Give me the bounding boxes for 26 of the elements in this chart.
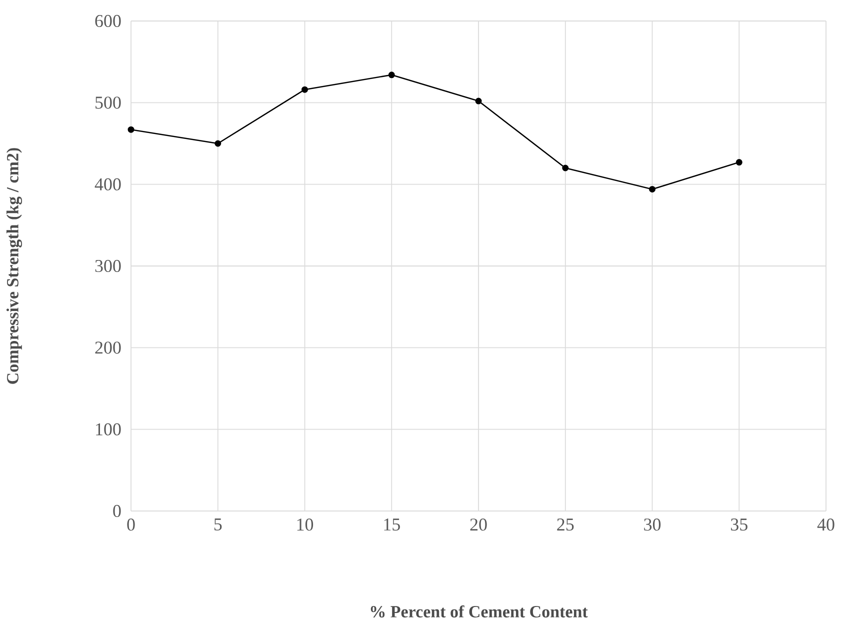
x-axis-title: % Percent of Cement Content xyxy=(370,605,588,618)
x-tick-label: 35 xyxy=(730,518,748,531)
point xyxy=(128,126,134,133)
y-tick-label: 600 xyxy=(95,14,121,28)
x-tick-label: 25 xyxy=(557,518,574,531)
x-tick-label: 0 xyxy=(127,518,135,531)
point xyxy=(736,159,742,166)
x-tick-label: 15 xyxy=(384,518,400,531)
point xyxy=(302,86,308,93)
y-tick-label: 100 xyxy=(96,423,121,436)
y-tick-label: 400 xyxy=(94,178,121,190)
x-tick-label: 10 xyxy=(297,518,314,531)
y-tick-label: 300 xyxy=(95,260,121,272)
point xyxy=(388,72,395,78)
y-tick-label: 0 xyxy=(113,504,121,518)
point xyxy=(562,164,569,172)
y-tick-label: 200 xyxy=(95,342,121,354)
y-tick-label: 500 xyxy=(96,96,121,109)
point xyxy=(475,98,482,104)
point xyxy=(214,140,222,147)
y-axis-title: Compressive Strength (kg / cm2) xyxy=(6,148,22,384)
x-tick-label: 5 xyxy=(214,518,222,530)
x-tick-label: 20 xyxy=(470,518,487,531)
x-tick-label: 30 xyxy=(644,518,661,531)
x-tick-label: 40 xyxy=(817,518,834,531)
point xyxy=(649,186,656,192)
